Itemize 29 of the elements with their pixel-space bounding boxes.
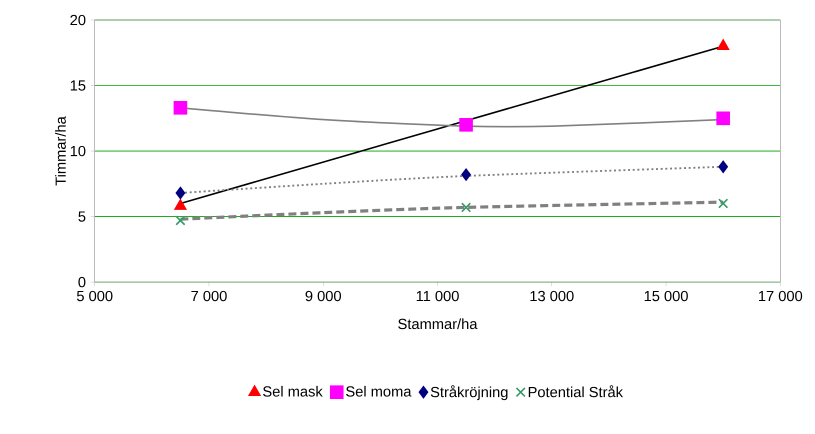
point — [716, 111, 730, 126]
x-tick-label: 5 000 — [76, 290, 112, 302]
point — [718, 160, 728, 173]
y-axis-title: Timmar/ha — [55, 116, 66, 186]
y-tick-label: 0 — [78, 276, 86, 288]
x-axis-title: Stammar/ha — [398, 318, 478, 330]
point — [174, 199, 186, 210]
legend-label: Sel moma — [346, 386, 412, 397]
legend-label: Potential Stråk — [528, 385, 624, 398]
x-tick-label: 13 000 — [530, 290, 574, 302]
point — [176, 186, 186, 200]
point — [461, 168, 471, 181]
x-tick-label: 9 000 — [306, 290, 341, 302]
x-tick-label: 17 000 — [758, 290, 802, 302]
x-tick-label: 11 000 — [416, 290, 459, 302]
point — [175, 215, 186, 226]
point — [718, 198, 728, 208]
x-tick-label: 15 000 — [644, 290, 688, 302]
y-tick-label: 5 — [78, 211, 86, 222]
point — [459, 118, 473, 132]
y-tick-label: 20 — [70, 14, 86, 26]
point — [461, 202, 472, 212]
y-tick-label: 15 — [70, 80, 86, 91]
point — [174, 100, 188, 115]
y-tick-label: 10 — [70, 146, 86, 156]
legend-label: Stråkröjning — [430, 385, 508, 400]
legend-label: Sel mask — [263, 386, 323, 397]
x-tick-label: 7 000 — [191, 290, 227, 302]
line-series — [178, 200, 725, 221]
